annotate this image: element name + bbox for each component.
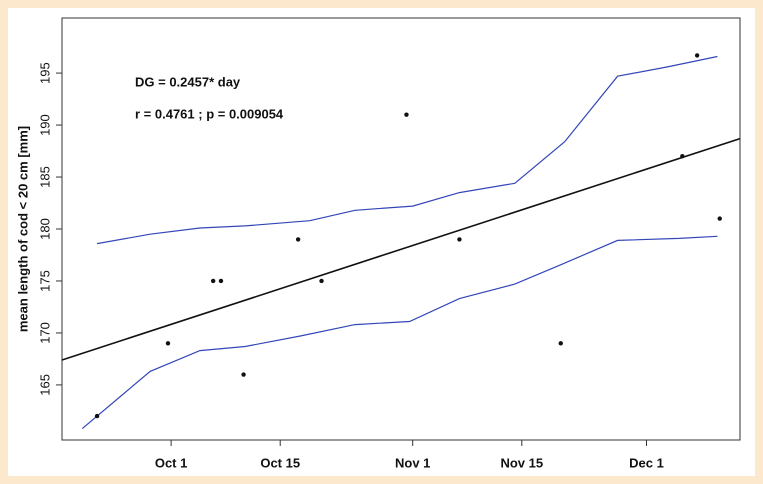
y-tick-label: 190	[37, 114, 52, 136]
point	[218, 278, 224, 284]
y-tick-label: 170	[37, 322, 52, 344]
x-tick-label: Oct 15	[260, 455, 300, 470]
x-tick-label: Nov 15	[500, 455, 543, 470]
point	[457, 237, 462, 242]
y-axis-label: mean length of cod < 20 cm [mm]	[15, 126, 30, 332]
point	[165, 341, 171, 346]
point	[404, 112, 409, 117]
point	[680, 154, 685, 159]
x-tick-label: Nov 1	[395, 455, 430, 470]
point	[94, 413, 100, 419]
point	[717, 216, 722, 221]
point	[241, 372, 246, 377]
y-tick-label: 195	[37, 62, 52, 84]
annotation: r = 0.4761 ; p = 0.009054	[135, 106, 284, 121]
point	[319, 278, 324, 284]
annotation: DG = 0.2457* day	[135, 74, 241, 89]
confidence-band	[96, 55, 718, 245]
y-tick-label: 175	[37, 270, 52, 292]
point	[694, 53, 700, 58]
confidence-band	[81, 235, 718, 430]
regression-line	[61, 137, 741, 361]
x-tick-label: Oct 1	[155, 455, 188, 470]
y-tick-label: 185	[37, 166, 52, 188]
point	[210, 278, 216, 284]
point	[558, 341, 563, 346]
point	[295, 237, 301, 242]
panel	[8, 8, 755, 476]
y-tick-label: 165	[37, 374, 52, 396]
x-tick-label: Dec 1	[629, 455, 664, 470]
y-tick-label: 180	[37, 218, 52, 240]
